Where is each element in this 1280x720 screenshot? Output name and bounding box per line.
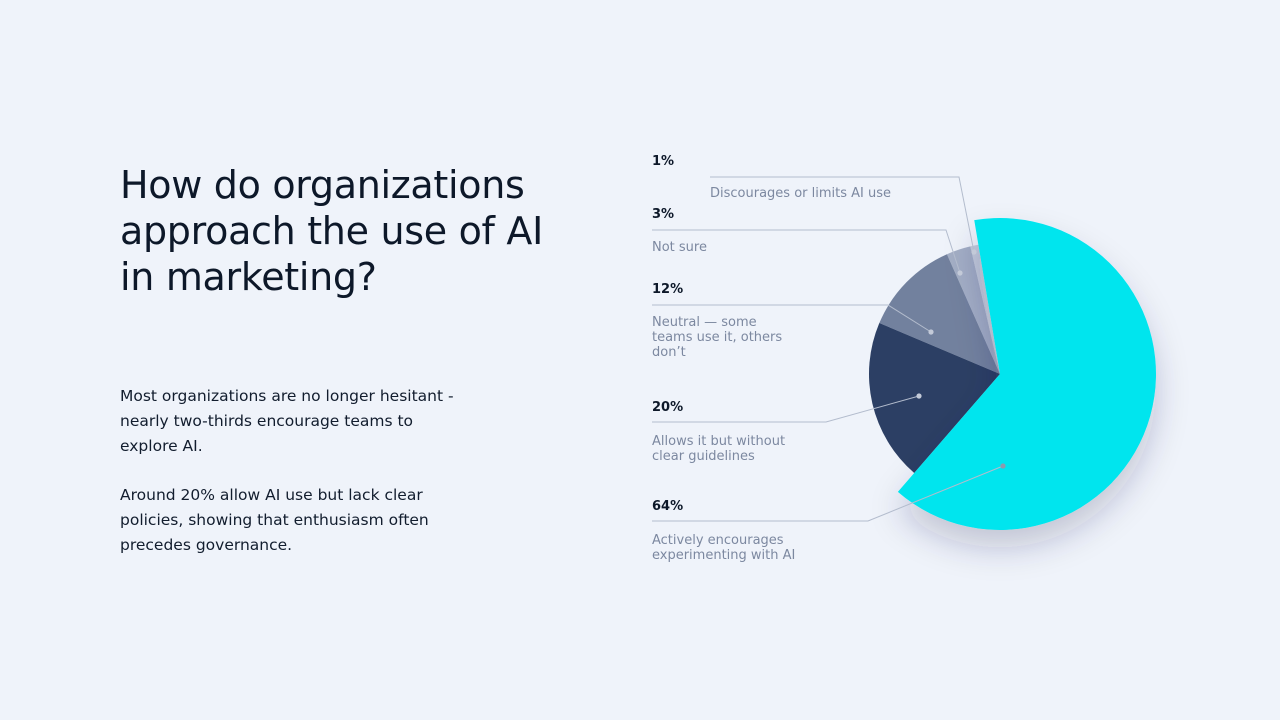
label-text-neutral: Neutral — some teams use it, others don’… xyxy=(652,315,783,360)
page-title: How do organizations approach the use of… xyxy=(120,163,543,299)
leader-dot-neutral xyxy=(928,329,934,335)
leader-line-neutral xyxy=(652,304,932,333)
leader-line-allows xyxy=(652,395,920,423)
label-text-allows: Allows it but without clear guidelines xyxy=(652,434,786,464)
pie-slice-not-sure xyxy=(946,246,1000,374)
label-value-encourages: 64% xyxy=(652,499,684,514)
summary-paragraph-1: Most organizations are no longer hesitan… xyxy=(120,387,454,455)
pie-slice-neutral xyxy=(879,254,1000,374)
label-value-neutral: 12% xyxy=(652,282,684,297)
label-text-discourages: Discourages or limits AI use xyxy=(710,186,892,201)
leader-dot-discourages xyxy=(971,249,977,255)
pie-slice-discourages xyxy=(970,244,1000,374)
label-text-encourages: Actively encourages experimenting with A… xyxy=(652,533,796,563)
leader-line-encourages xyxy=(652,465,1004,522)
leader-dot-allows xyxy=(916,393,922,399)
label-value-allows: 20% xyxy=(652,400,684,415)
leader-line-discourages xyxy=(710,176,975,253)
summary-paragraph-2: Around 20% allow AI use but lack clear p… xyxy=(120,486,429,554)
label-value-not-sure: 3% xyxy=(652,207,675,222)
pie-slice-encourages xyxy=(897,218,1156,530)
leader-dot-not-sure xyxy=(957,270,963,276)
label-value-discourages: 1% xyxy=(652,154,675,169)
pie-slice-allows xyxy=(868,323,1000,474)
leader-dot-encourages xyxy=(1000,463,1006,469)
label-text-not-sure: Not sure xyxy=(652,240,707,255)
leader-line-not-sure xyxy=(652,229,961,274)
